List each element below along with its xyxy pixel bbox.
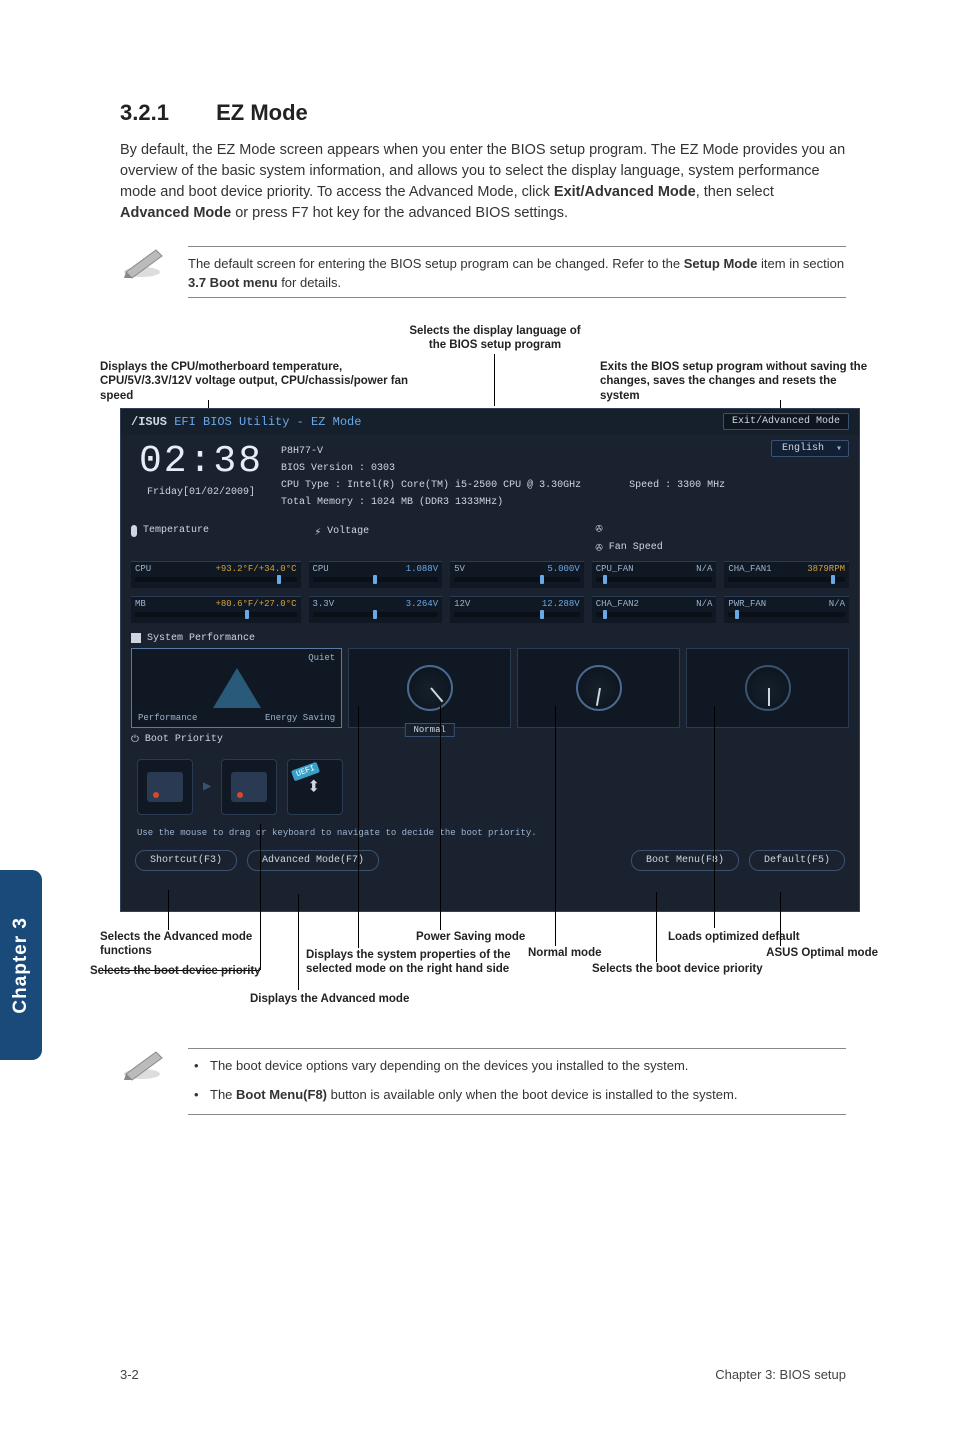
hdd-icon bbox=[231, 772, 267, 802]
perf-quiet-label: Quiet bbox=[308, 653, 335, 663]
fan-cha1-cell: CHA_FAN13879RPM bbox=[724, 561, 849, 588]
thermometer-icon bbox=[131, 525, 137, 537]
cpu-speed: Speed : 3300 MHz bbox=[629, 480, 725, 491]
callout-loads-default: Loads optimized default bbox=[668, 930, 838, 944]
default-button[interactable]: Default(F5) bbox=[749, 850, 845, 871]
fan-cpu-cell: CPU_FANN/A bbox=[592, 561, 717, 588]
note-bullet-1: The boot device options vary depending o… bbox=[188, 1057, 846, 1076]
perf-energy-label: Energy Saving bbox=[265, 713, 335, 723]
hdd-icon bbox=[147, 772, 183, 802]
callout-system-properties: Displays the system properties of the se… bbox=[306, 948, 531, 977]
bios-diagram: Selects the display language of the BIOS… bbox=[120, 324, 860, 1004]
clock-time: 02:38 bbox=[139, 443, 263, 481]
note-boot-devices: The boot device options vary depending o… bbox=[120, 1044, 846, 1124]
power-icon: ⏻ bbox=[131, 734, 139, 746]
perf-asus-optimal-card[interactable] bbox=[517, 648, 680, 728]
exit-advanced-mode-button[interactable]: Exit/Advanced Mode bbox=[723, 413, 849, 430]
page-footer: 3-2 Chapter 3: BIOS setup bbox=[120, 1367, 846, 1382]
note-bullet-2: The Boot Menu(F8) button is available on… bbox=[188, 1086, 846, 1105]
boot-device-hdd[interactable] bbox=[137, 759, 193, 815]
clock-date: Friday[01/02/2009] bbox=[139, 487, 263, 498]
note-text: The default screen for entering the BIOS… bbox=[188, 255, 846, 293]
volt-cpu-cell: CPU1.088V bbox=[309, 561, 443, 588]
label-temperature: Temperature bbox=[143, 525, 209, 536]
fan-cha2-cell: CHA_FAN2N/A bbox=[592, 596, 717, 623]
perf-performance-label: Performance bbox=[138, 713, 197, 723]
dial-icon bbox=[407, 665, 453, 711]
label-system-performance: System Performance bbox=[147, 633, 255, 644]
shortcut-button[interactable]: Shortcut(F3) bbox=[135, 850, 237, 871]
temp-cpu-cell: CPU+93.2°F/+34.0°C bbox=[131, 561, 301, 588]
chevron-right-icon: ▶ bbox=[203, 778, 211, 795]
section-number: 3.2.1 bbox=[120, 100, 210, 126]
fan-pwr-cell: PWR_FANN/A bbox=[724, 596, 849, 623]
perf-mode-selector[interactable]: Quiet Performance Energy Saving bbox=[131, 648, 342, 728]
dial-icon bbox=[576, 665, 622, 711]
bolt-icon bbox=[315, 525, 322, 539]
boot-hint-text: Use the mouse to drag or keyboard to nav… bbox=[121, 826, 859, 840]
board-name: P8H77-V bbox=[281, 443, 753, 460]
pencil-icon bbox=[120, 1044, 170, 1082]
chapter-tab-label: Chapter 3 bbox=[10, 917, 32, 1014]
label-voltage: Voltage bbox=[327, 526, 369, 537]
volt-12v-cell: 12V12.288V bbox=[450, 596, 584, 623]
bios-window: /ISUS EFI BIOS Utility - EZ Mode Exit/Ad… bbox=[120, 408, 860, 912]
chart-icon bbox=[131, 633, 141, 643]
section-title-text: EZ Mode bbox=[216, 100, 308, 125]
system-info: P8H77-V BIOS Version : 0303 CPU Type : I… bbox=[281, 443, 753, 511]
note-default-screen: The default screen for entering the BIOS… bbox=[120, 242, 846, 306]
perf-normal-card[interactable]: Normal bbox=[348, 648, 511, 728]
intro-paragraph: By default, the EZ Mode screen appears w… bbox=[120, 140, 846, 224]
usb-icon bbox=[304, 772, 326, 802]
callout-advanced-functions: Selects the Advanced mode functions bbox=[100, 930, 260, 959]
callout-boot-priority-1: Selects the boot device priority bbox=[90, 964, 310, 978]
bios-titlebar: /ISUS EFI BIOS Utility - EZ Mode Exit/Ad… bbox=[121, 409, 859, 435]
fan-icon bbox=[596, 540, 603, 555]
pencil-icon bbox=[120, 242, 170, 280]
temp-mb-cell: MB+80.6°F/+27.0°C bbox=[131, 596, 301, 623]
volt-33v-cell: 3.3V3.264V bbox=[309, 596, 443, 623]
boot-device-hdd[interactable] bbox=[221, 759, 277, 815]
bios-version: BIOS Version : 0303 bbox=[281, 460, 753, 477]
callout-exit: Exits the BIOS setup program without sav… bbox=[600, 360, 870, 403]
chapter-tab: Chapter 3 bbox=[0, 870, 42, 1060]
callout-boot-priority-2: Selects the boot device priority bbox=[592, 962, 812, 976]
perf-power-saving-card[interactable] bbox=[686, 648, 849, 728]
perf-normal-label: Normal bbox=[404, 723, 454, 737]
advanced-mode-button[interactable]: Advanced Mode(F7) bbox=[247, 850, 379, 871]
language-dropdown[interactable]: English bbox=[771, 440, 849, 457]
triangle-icon bbox=[213, 668, 261, 708]
volt-5v-cell: 5V5.000V bbox=[450, 561, 584, 588]
label-boot-priority: Boot Priority bbox=[145, 734, 223, 745]
dial-icon bbox=[745, 665, 791, 711]
callout-power-saving: Power Saving mode bbox=[416, 930, 556, 944]
boot-priority-row[interactable]: ▶ UEFI bbox=[121, 748, 859, 826]
callout-advanced-mode: Displays the Advanced mode bbox=[250, 992, 450, 1006]
cpu-type: CPU Type : Intel(R) Core(TM) i5-2500 CPU… bbox=[281, 480, 581, 491]
clock-block: 02:38 Friday[01/02/2009] bbox=[139, 443, 263, 498]
footer-chapter: Chapter 3: BIOS setup bbox=[715, 1367, 846, 1382]
boot-device-usb-uefi[interactable]: UEFI bbox=[287, 759, 343, 815]
total-memory: Total Memory : 1024 MB (DDR3 1333MHz) bbox=[281, 494, 753, 511]
callout-normal-mode: Normal mode bbox=[528, 946, 618, 960]
callout-display-language: Selects the display language of the BIOS… bbox=[400, 324, 590, 353]
callout-asus-optimal: ASUS Optimal mode bbox=[728, 946, 878, 960]
section-heading: 3.2.1 EZ Mode bbox=[120, 100, 846, 126]
page-number: 3-2 bbox=[120, 1367, 139, 1382]
boot-menu-button[interactable]: Boot Menu(F8) bbox=[631, 850, 739, 871]
callout-temp-volt-fan: Displays the CPU/motherboard temperature… bbox=[100, 360, 410, 403]
label-fan-speed: Fan Speed bbox=[609, 542, 663, 553]
bios-title: /ISUS EFI BIOS Utility - EZ Mode bbox=[131, 415, 361, 429]
